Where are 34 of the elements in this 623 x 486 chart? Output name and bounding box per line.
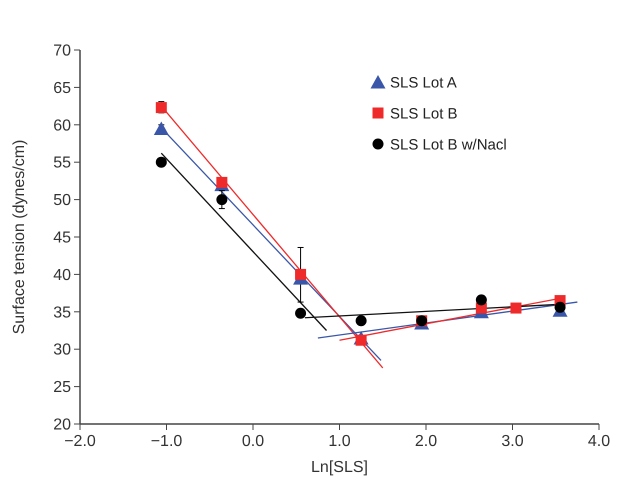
y-tick-label: 70 (53, 42, 72, 60)
y-tick-label: 50 (53, 192, 72, 210)
point (156, 102, 167, 114)
y-tick-label: 45 (53, 230, 72, 246)
x-tick-label: −2.0 (64, 433, 96, 450)
y-tick-label: 20 (53, 416, 72, 434)
point (216, 194, 228, 206)
point (356, 315, 367, 326)
legend-label: SLS Lot A (390, 74, 457, 92)
y-tick-label: 60 (53, 117, 72, 134)
point (510, 302, 522, 314)
point (216, 176, 228, 188)
x-tick-label: 3.0 (501, 433, 524, 450)
legend-label: SLS Lot B w/Nacl (390, 136, 507, 154)
y-tick-label: 40 (53, 266, 72, 284)
y-axis-title: Surface tension (dynes/cm) (11, 140, 28, 334)
x-tick-label: 4.0 (588, 433, 610, 450)
point (154, 122, 169, 136)
y-tick-label: 30 (53, 342, 72, 359)
point (476, 294, 487, 306)
point (156, 156, 167, 168)
y-tick-label: 65 (53, 80, 72, 97)
x-tick-label: 2.0 (414, 433, 438, 450)
legend-label: SLS Lot B (390, 106, 458, 122)
x-axis-title: Ln[SLS] (311, 459, 368, 476)
point (554, 302, 566, 313)
y-tick-label: 55 (53, 154, 72, 172)
y-tick-label: 35 (53, 304, 72, 322)
point (295, 308, 306, 319)
x-tick-label: 1.0 (328, 433, 351, 450)
x-tick-label: −1.0 (150, 433, 182, 450)
y-tick-label: 25 (53, 379, 72, 396)
point (295, 268, 306, 280)
x-tick-label: 0.0 (242, 433, 264, 450)
